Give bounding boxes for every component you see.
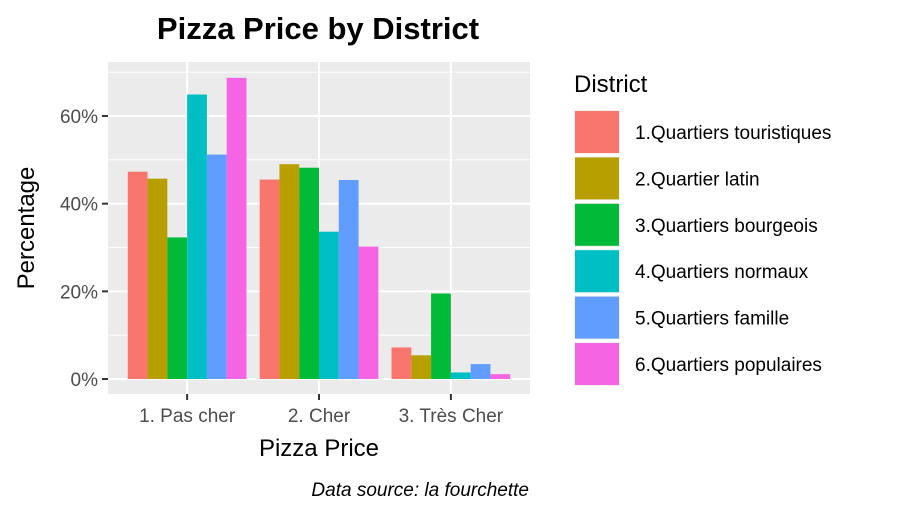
bar — [226, 77, 247, 380]
bar — [411, 355, 432, 379]
legend-label: 6.Quartiers populaires — [635, 355, 822, 376]
x-axis-title: Pizza Price — [259, 435, 379, 462]
legend-swatch — [575, 343, 619, 385]
bar — [147, 178, 168, 379]
bar — [470, 364, 491, 379]
bar — [319, 231, 339, 379]
caption: Data source: la fourchette — [311, 480, 529, 501]
y-tick-label: 60% — [60, 107, 98, 128]
legend-swatch — [575, 203, 619, 246]
legend-swatch — [575, 157, 619, 200]
bars — [127, 77, 511, 380]
bar — [358, 246, 379, 379]
bar — [450, 372, 471, 379]
legend-label: 4.Quartiers normaux — [635, 262, 809, 283]
y-tick-label: 0% — [71, 370, 99, 391]
bar — [338, 179, 359, 379]
legend-label: 1.Quartiers touristiques — [635, 123, 831, 144]
legend-title: District — [574, 71, 648, 98]
legend-label: 3.Quartiers bourgeois — [635, 216, 818, 237]
legend-swatch — [575, 111, 619, 153]
y-axis: 0% 20% 40% 60% — [60, 107, 108, 391]
x-tick-label: 3. Très Cher — [399, 406, 504, 427]
bar — [127, 171, 148, 379]
legend-swatch — [575, 296, 619, 339]
chart-title: Pizza Price by District — [157, 11, 479, 46]
y-tick-label: 40% — [60, 195, 98, 216]
bar — [206, 154, 227, 379]
bar — [431, 293, 451, 379]
legend-label: 2.Quartier latin — [635, 169, 760, 190]
x-tick-label: 2. Cher — [288, 406, 351, 427]
y-axis-title: Percentage — [13, 167, 40, 290]
bar — [391, 347, 412, 379]
bar — [299, 167, 319, 379]
bar — [259, 179, 280, 379]
bar — [167, 237, 188, 379]
legend-swatch — [575, 250, 619, 293]
x-axis: 1. Pas cher 2. Cher 3. Très Cher — [139, 394, 504, 427]
bar — [187, 94, 207, 379]
bar — [279, 164, 300, 379]
legend: District 1.Quartiers touristiques 2.Quart… — [574, 71, 831, 386]
y-tick-label: 20% — [60, 282, 98, 303]
legend-label: 5.Quartiers famille — [635, 309, 789, 330]
x-tick-label: 1. Pas cher — [139, 406, 236, 427]
bar — [490, 374, 511, 379]
